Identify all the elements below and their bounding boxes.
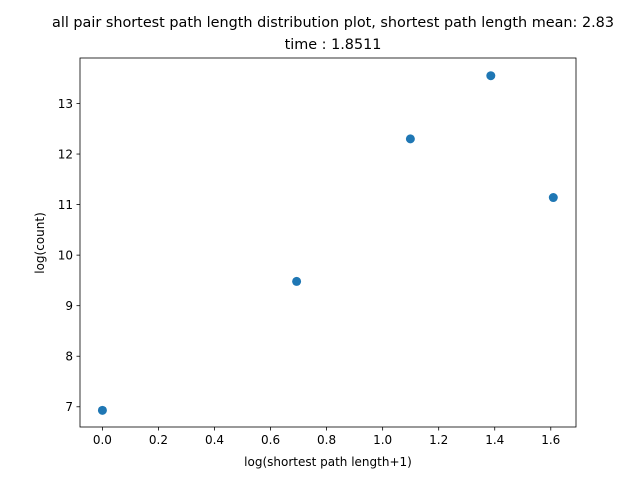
x-tick-label: 1.4	[485, 433, 504, 447]
y-tick-label: 12	[58, 147, 73, 161]
chart-title-line1: all pair shortest path length distributi…	[52, 15, 614, 31]
x-tick-label: 0.2	[149, 433, 168, 447]
scatter-point	[486, 71, 496, 81]
x-tick-label: 1.6	[541, 433, 560, 447]
y-tick-label: 11	[58, 198, 73, 212]
x-tick-label: 0.6	[261, 433, 280, 447]
x-tick-label: 0.0	[93, 433, 112, 447]
x-tick-label: 1.0	[373, 433, 392, 447]
y-tick-label: 13	[58, 97, 73, 111]
data-points	[97, 71, 558, 415]
y-tick-label: 7	[65, 400, 73, 414]
plot-frame	[79, 57, 577, 428]
x-axis-ticks: 0.0 0.2 0.4 0.6 0.8 1.0 1.2 1.4 1.6	[93, 427, 560, 447]
y-axis-label: log(count)	[33, 212, 47, 274]
y-axis-ticks: 7 8 9 10 11 12 13	[58, 97, 80, 414]
x-tick-label: 0.8	[317, 433, 336, 447]
scatter-point	[548, 193, 558, 203]
scatter-point	[405, 134, 415, 144]
y-tick-label: 8	[65, 350, 73, 364]
y-tick-label: 9	[65, 299, 73, 313]
x-axis-label: log(shortest path length+1)	[244, 455, 412, 469]
scatter-point	[292, 276, 302, 286]
x-tick-label: 0.4	[205, 433, 224, 447]
x-tick-label: 1.2	[429, 433, 448, 447]
chart-title-line2: time : 1.8511	[285, 37, 382, 53]
y-tick-label: 10	[58, 248, 73, 262]
scatter-point	[97, 405, 107, 415]
